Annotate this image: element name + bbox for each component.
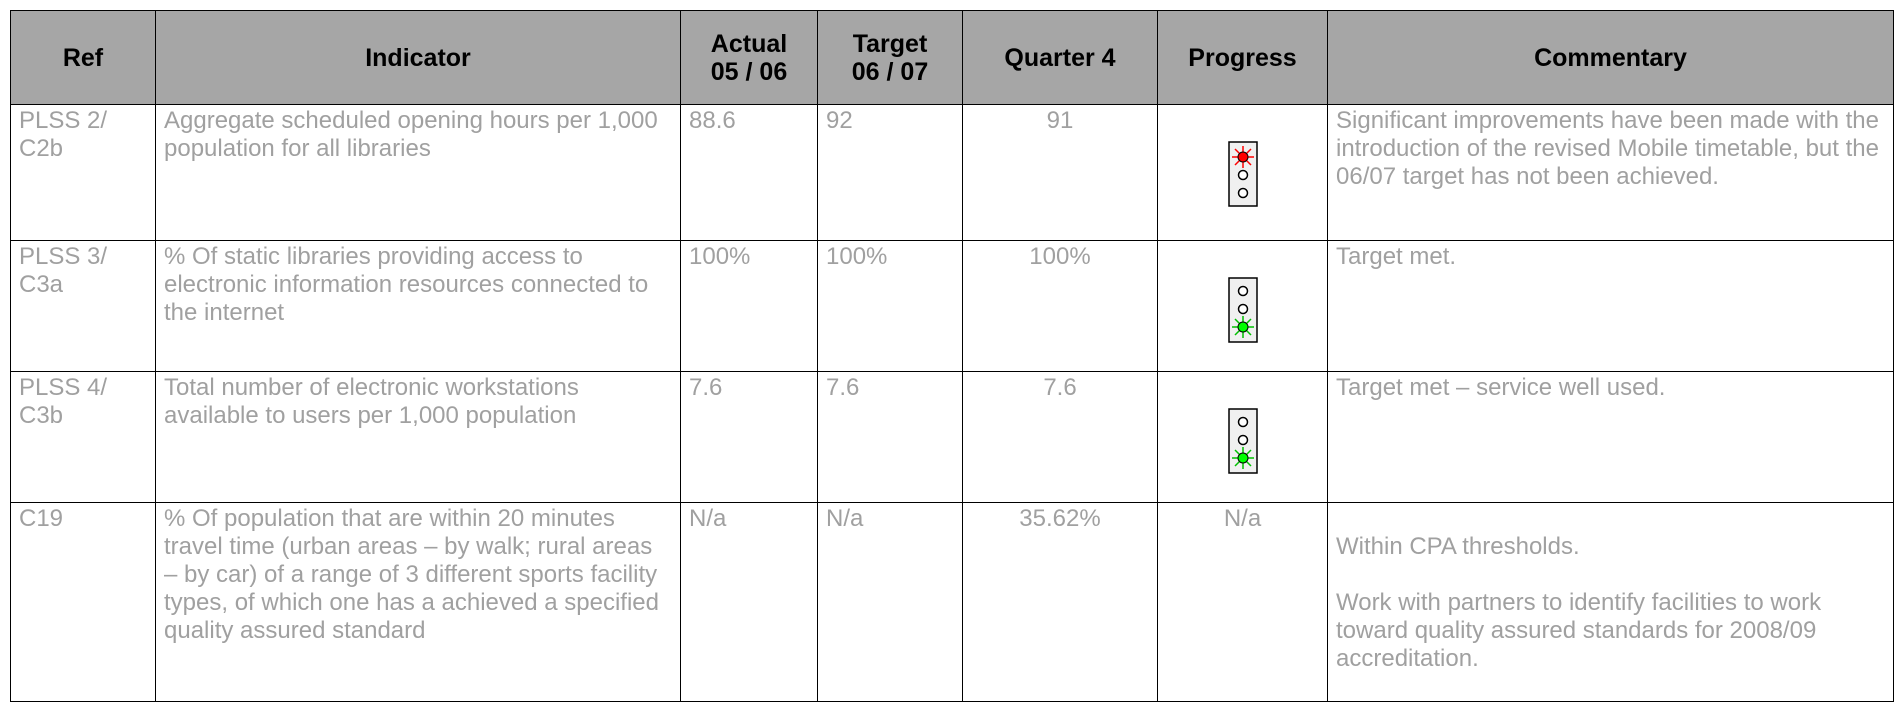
row: PLSS 4/ C3b Total number of electronic w… (10, 371, 1894, 503)
target: N/a (817, 502, 963, 702)
commentary-text: Within CPA thresholds. (1336, 533, 1580, 560)
traffic-light-green (1227, 408, 1258, 474)
indicator: Total number of electronic workstations … (155, 371, 681, 503)
actual: 100% (680, 240, 818, 372)
ref: PLSS 4/ C3b (10, 371, 156, 503)
progress (1157, 371, 1328, 503)
progress: N/a (1157, 502, 1328, 702)
commentary-text: Work with partners to identify facilitie… (1336, 589, 1822, 672)
ref: PLSS 3/ C3a (10, 240, 156, 372)
traffic-light-green (1227, 277, 1258, 343)
traffic-light-red (1227, 141, 1258, 207)
commentary-text: Significant improvements have been made … (1336, 107, 1879, 190)
commentary: Target met – service well used. (1327, 371, 1894, 503)
quarter4: 100% (962, 240, 1158, 372)
target: 100% (817, 240, 963, 372)
ref: C19 (10, 502, 156, 702)
actual: 7.6 (680, 371, 818, 503)
commentary: Significant improvements have been made … (1327, 104, 1894, 241)
quarter4: 7.6 (962, 371, 1158, 503)
header-cell: Progress (1157, 10, 1328, 105)
indicator: % Of population that are within 20 minut… (155, 502, 681, 702)
quarter4: 35.62% (962, 502, 1158, 702)
target: 7.6 (817, 371, 963, 503)
header-cell: Actual 05 / 06 (680, 10, 818, 105)
header-cell: Ref (10, 10, 156, 105)
commentary-text: Target met – service well used. (1336, 374, 1666, 401)
header-row: Ref Indicator Actual 05 / 06 Target 06 /… (10, 10, 1894, 105)
actual: 88.6 (680, 104, 818, 241)
page: Ref Indicator Actual 05 / 06 Target 06 /… (10, 10, 1894, 702)
header-cell: Commentary (1327, 10, 1894, 105)
header-cell: Indicator (155, 10, 681, 105)
kpi-table: Ref Indicator Actual 05 / 06 Target 06 /… (10, 10, 1894, 702)
header-cell: Quarter 4 (962, 10, 1158, 105)
progress (1157, 240, 1328, 372)
commentary: Within CPA thresholds. Work with partner… (1327, 502, 1894, 702)
ref: PLSS 2/ C2b (10, 104, 156, 241)
commentary: Target met. (1327, 240, 1894, 372)
progress (1157, 104, 1328, 241)
actual: N/a (680, 502, 818, 702)
header-cell: Target 06 / 07 (817, 10, 963, 105)
quarter4: 91 (962, 104, 1158, 241)
target: 92 (817, 104, 963, 241)
indicator: % Of static libraries providing access t… (155, 240, 681, 372)
row: PLSS 2/ C2b Aggregate scheduled opening … (10, 104, 1894, 241)
row: C19 % Of population that are within 20 m… (10, 502, 1894, 702)
row: PLSS 3/ C3a % Of static libraries provid… (10, 240, 1894, 372)
commentary-text: Target met. (1336, 243, 1457, 270)
indicator: Aggregate scheduled opening hours per 1,… (155, 104, 681, 241)
